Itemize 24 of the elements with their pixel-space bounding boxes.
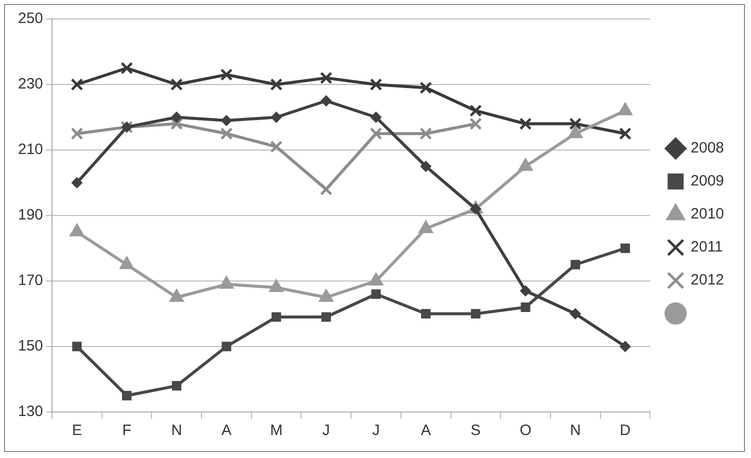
legend-label: 2010 [690,206,724,223]
legend-label: 2011 [690,238,723,256]
x-tick-label: A [420,422,431,440]
legend-label: 2008 [690,140,724,157]
x-tick-label: E [72,422,82,440]
legend-label: 2009 [690,172,724,190]
y-tick-label: 130 [18,403,44,420]
y-tick-label: 150 [18,338,44,355]
y-tick-label: 210 [18,141,44,158]
x-tick-label: N [171,422,182,440]
x-tick-label: A [221,422,232,440]
x-tick-label: D [620,422,631,440]
y-tick-label: 190 [18,206,44,224]
x-tick-label: F [122,422,132,440]
y-tick-label: 250 [18,10,44,28]
x-tick-label: M [270,422,283,440]
y-tick-label: 230 [18,76,44,93]
x-tick-label: S [470,422,481,440]
x-tick-label: J [322,422,330,440]
x-tick-label: J [372,422,380,440]
legend-label: 2012 [690,272,724,289]
y-tick-label: 170 [18,272,44,290]
x-tick-label: O [520,422,532,440]
x-tick-label: N [570,422,581,440]
